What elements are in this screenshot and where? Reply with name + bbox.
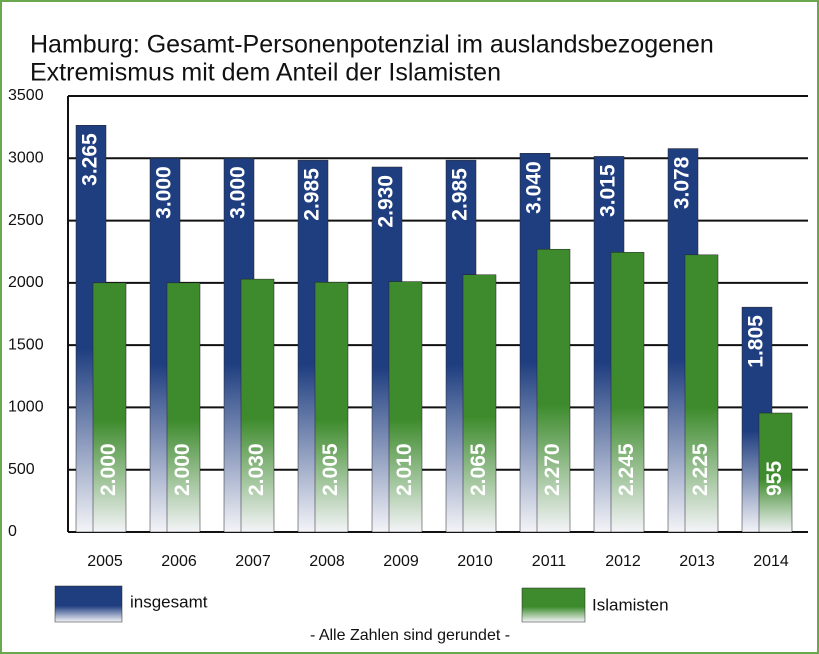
x-tick-label: 2012 — [605, 553, 641, 570]
value-label: 2.065 — [467, 443, 490, 496]
value-label: 2.005 — [319, 443, 342, 496]
value-label: 1.805 — [745, 315, 768, 368]
legend-label: insgesamt — [130, 592, 208, 611]
value-label: 2.225 — [689, 443, 712, 496]
bar — [536, 248, 571, 533]
x-tick-label: 2010 — [457, 553, 493, 570]
value-label: 2.000 — [97, 443, 120, 496]
value-label: 3.078 — [671, 156, 694, 209]
value-label: 2.930 — [375, 175, 398, 228]
bar — [314, 281, 349, 533]
y-tick-label: 500 — [8, 461, 35, 478]
bar — [240, 278, 275, 533]
value-label: 2.985 — [449, 168, 472, 221]
note: - Alle Zahlen sind gerundet - — [310, 627, 510, 644]
chart-title: Hamburg: Gesamt-Personenpotenzial im aus… — [30, 31, 714, 59]
value-label: 3.040 — [523, 161, 546, 214]
value-label: 2.010 — [393, 443, 416, 496]
value-label: 2.985 — [301, 168, 324, 221]
legend-swatch — [54, 585, 123, 623]
x-tick-label: 2014 — [753, 553, 789, 570]
x-tick-label: 2011 — [532, 553, 567, 570]
y-tick-label: 3000 — [8, 150, 44, 167]
value-label: 2.245 — [615, 443, 638, 496]
value-label: 2.030 — [245, 443, 268, 496]
y-tick-label: 0 — [8, 523, 17, 540]
y-tick-label: 3500 — [8, 87, 44, 104]
bar — [610, 252, 645, 533]
y-tick-label: 1500 — [8, 336, 44, 353]
x-tick-label: 2008 — [309, 553, 345, 570]
x-tick-label: 2007 — [235, 553, 271, 570]
bar — [758, 412, 793, 533]
bar — [166, 282, 201, 533]
x-tick-label: 2005 — [87, 553, 123, 570]
y-tick-label: 2000 — [8, 274, 44, 291]
value-label: 2.270 — [541, 443, 564, 496]
value-label: 955 — [763, 461, 786, 496]
y-tick-label: 2500 — [8, 212, 44, 229]
x-tick-label: 2013 — [679, 553, 715, 570]
legend-swatch — [521, 587, 586, 623]
bar — [92, 282, 127, 533]
bar — [388, 281, 423, 533]
chart-title: Extremismus mit dem Anteil der Islamiste… — [30, 59, 501, 87]
value-label: 3.000 — [227, 166, 250, 219]
x-tick-label: 2006 — [161, 553, 197, 570]
y-tick-label: 1000 — [8, 399, 44, 416]
value-label: 2.000 — [171, 443, 194, 496]
value-label: 3.015 — [597, 164, 620, 217]
bar — [462, 274, 497, 533]
bar — [684, 254, 719, 533]
value-label: 3.000 — [153, 166, 176, 219]
value-label: 3.265 — [79, 133, 102, 186]
x-tick-label: 2009 — [383, 553, 419, 570]
legend-label: Islamisten — [592, 595, 669, 614]
